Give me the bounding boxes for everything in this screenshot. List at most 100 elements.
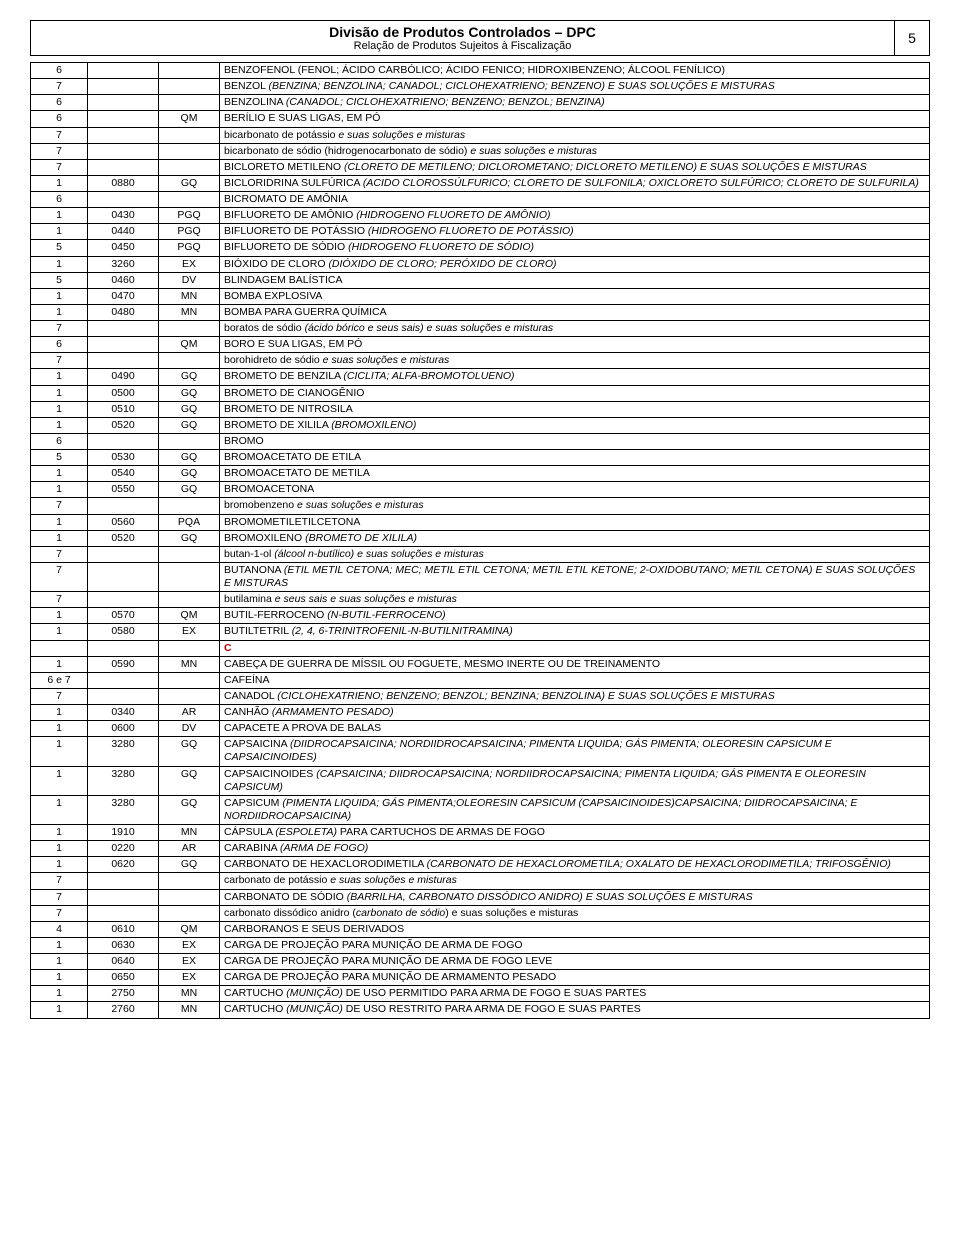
col-2: 0430 <box>88 208 159 224</box>
col-1: 1 <box>31 705 88 721</box>
col-3 <box>159 592 220 608</box>
col-2 <box>88 111 159 127</box>
col-1: 1 <box>31 369 88 385</box>
col-description: CÁPSULA (ESPOLETA) PARA CARTUCHOS DE ARM… <box>220 825 930 841</box>
table-row: 10550GQBROMOACETONA <box>31 482 930 498</box>
col-1: 7 <box>31 353 88 369</box>
col-1: 7 <box>31 79 88 95</box>
col-1: 7 <box>31 321 88 337</box>
col-3: DV <box>159 272 220 288</box>
col-2 <box>88 889 159 905</box>
table-row: 10480MNBOMBA PARA GUERRA QUÍMICA <box>31 304 930 320</box>
col-description: BROMOACETATO DE ETILA <box>220 450 930 466</box>
col-2: 0460 <box>88 272 159 288</box>
col-3: MN <box>159 825 220 841</box>
table-row: 50530GQBROMOACETATO DE ETILA <box>31 450 930 466</box>
col-description: BROMETO DE NITROSILA <box>220 401 930 417</box>
table-row: 7bicarbonato de sódio (hidrogenocarbonat… <box>31 143 930 159</box>
table-row: 10440PGQBIFLUORETO DE POTÁSSIO (HIDROGEN… <box>31 224 930 240</box>
col-1: 1 <box>31 825 88 841</box>
table-row: 10880GQBICLORIDRINA SULFÚRICA (ACIDO CLO… <box>31 175 930 191</box>
col-1: 6 <box>31 192 88 208</box>
col-2: 3280 <box>88 766 159 795</box>
col-description: CAPSAICINA (DIIDROCAPSAICINA; NORDIIDROC… <box>220 737 930 766</box>
col-description: CARTUCHO (MUNIÇÃO) DE USO PERMITIDO PARA… <box>220 986 930 1002</box>
col-description: CARGA DE PROJEÇÃO PARA MUNIÇÃO DE ARMA D… <box>220 937 930 953</box>
table-row: 10430PGQBIFLUORETO DE AMÔNIO (HIDROGENO … <box>31 208 930 224</box>
col-1: 7 <box>31 159 88 175</box>
col-description: CARBORANOS E SEUS DERIVADOS <box>220 921 930 937</box>
col-1: 6 <box>31 63 88 79</box>
header-main: Divisão de Produtos Controlados – DPC Re… <box>31 21 895 55</box>
col-1: 7 <box>31 688 88 704</box>
col-3 <box>159 433 220 449</box>
col-2 <box>88 353 159 369</box>
col-1: 7 <box>31 873 88 889</box>
products-table: 6BENZOFENOL (FENOL; ÁCIDO CARBÓLICO; ÁCI… <box>30 62 930 1019</box>
col-2 <box>88 592 159 608</box>
col-3: PGQ <box>159 240 220 256</box>
col-3: GQ <box>159 795 220 824</box>
col-3: EX <box>159 954 220 970</box>
col-1: 7 <box>31 546 88 562</box>
col-2 <box>88 127 159 143</box>
table-row: 7CARBONATO DE SÓDIO (BARRILHA, CARBONATO… <box>31 889 930 905</box>
col-3: GQ <box>159 857 220 873</box>
col-3: EX <box>159 624 220 640</box>
table-row: 10520GQBROMETO DE XILILA (BROMOXILENO) <box>31 417 930 433</box>
col-1: 1 <box>31 401 88 417</box>
col-description: BUTANONA (ETIL METIL CETONA; MEC; METIL … <box>220 562 930 591</box>
table-row: 10540GQBROMOACETATO DE METILA <box>31 466 930 482</box>
col-2 <box>88 873 159 889</box>
col-2 <box>88 498 159 514</box>
col-description: CARGA DE PROJEÇÃO PARA MUNIÇÃO DE ARMA D… <box>220 954 930 970</box>
table-row: 7CANADOL (CICLOHEXATRIENO; BENZENO; BENZ… <box>31 688 930 704</box>
col-2 <box>88 143 159 159</box>
col-1: 5 <box>31 272 88 288</box>
col-description: BIFLUORETO DE SÓDIO (HIDROGENO FLUORETO … <box>220 240 930 256</box>
col-1: 1 <box>31 417 88 433</box>
col-2 <box>88 672 159 688</box>
col-3 <box>159 143 220 159</box>
col-2: 0550 <box>88 482 159 498</box>
col-3 <box>159 546 220 562</box>
table-row: 13260EXBIÓXIDO DE CLORO (DIÓXIDO DE CLOR… <box>31 256 930 272</box>
col-description: BENZOLINA (CANADOL; CICLOHEXATRIENO; BEN… <box>220 95 930 111</box>
table-row: 10520GQBROMOXILENO (BROMETO DE XILILA) <box>31 530 930 546</box>
table-row: 7BENZOL (BENZINA; BENZOLINA; CANADOL; CI… <box>31 79 930 95</box>
header-subtitle: Relação de Produtos Sujeitos à Fiscaliza… <box>39 40 886 52</box>
col-1: 1 <box>31 970 88 986</box>
col-2: 0220 <box>88 841 159 857</box>
col-description: BERÍLIO E SUAS LIGAS, EM PÓ <box>220 111 930 127</box>
col-description: BIFLUORETO DE POTÁSSIO (HIDROGENO FLUORE… <box>220 224 930 240</box>
col-2 <box>88 63 159 79</box>
col-2: 0570 <box>88 608 159 624</box>
col-1: 5 <box>31 450 88 466</box>
col-description: BUTIL-FERROCENO (N-BUTIL-FERROCENO) <box>220 608 930 624</box>
col-1: 1 <box>31 624 88 640</box>
col-2: 3260 <box>88 256 159 272</box>
col-3: PGQ <box>159 224 220 240</box>
col-description: CARBONATO DE HEXACLORODIMETILA (CARBONAT… <box>220 857 930 873</box>
table-row: 10490GQBROMETO DE BENZILA (CICLITA; ALFA… <box>31 369 930 385</box>
col-3: GQ <box>159 450 220 466</box>
col-3 <box>159 905 220 921</box>
col-3 <box>159 63 220 79</box>
table-row: 10630EXCARGA DE PROJEÇÃO PARA MUNIÇÃO DE… <box>31 937 930 953</box>
col-1: 6 <box>31 337 88 353</box>
col-1 <box>31 640 88 656</box>
col-1: 1 <box>31 256 88 272</box>
table-row: 6 e 7CAFEÍNA <box>31 672 930 688</box>
col-description: boratos de sódio (ácido bórico e seus sa… <box>220 321 930 337</box>
col-description: BOMBA PARA GUERRA QUÍMICA <box>220 304 930 320</box>
col-description: BICLORIDRINA SULFÚRICA (ACIDO CLOROSSÚLF… <box>220 175 930 191</box>
table-row: 7bromobenzeno e suas soluções e misturas <box>31 498 930 514</box>
col-3: QM <box>159 337 220 353</box>
col-1: 1 <box>31 304 88 320</box>
col-2: 0590 <box>88 656 159 672</box>
col-2: 0640 <box>88 954 159 970</box>
col-1: 1 <box>31 841 88 857</box>
col-1: 1 <box>31 954 88 970</box>
table-row: C <box>31 640 930 656</box>
table-row: 10580EXBUTILTETRIL (2, 4, 6-TRINITROFENI… <box>31 624 930 640</box>
